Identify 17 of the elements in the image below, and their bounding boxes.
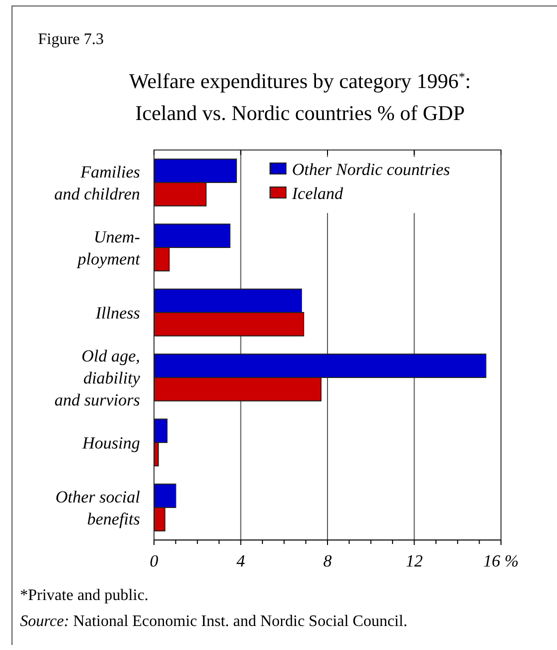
text: *Private and public. bbox=[20, 587, 148, 604]
x-tick-label: 12 bbox=[406, 552, 424, 571]
x-tick-label: 8 bbox=[323, 552, 332, 571]
source-note: Source: National Economic Inst. and Nordic Social Council. bbox=[20, 613, 408, 630]
y-tick-label: Families and children bbox=[54, 162, 140, 204]
x-tick-label: 4 bbox=[236, 552, 246, 571]
y-tick-label: Old age, diability and surviors bbox=[54, 346, 140, 410]
y-tick-label: Illness bbox=[94, 304, 140, 322]
y-tick-label: Other social benefits bbox=[55, 488, 140, 528]
y-tick-label: Unem- ployment bbox=[76, 228, 142, 268]
x-tick-label: 16 % bbox=[483, 552, 519, 571]
chart-title: Welfare expenditures by category 1996$^{*}$: Iceland vs. Nordic countries % of GDP bbox=[129, 69, 471, 125]
legend-label: Iceland bbox=[291, 184, 344, 203]
legend-label: Other Nordic countries bbox=[292, 160, 450, 179]
x-tick-label: 0 bbox=[150, 552, 159, 571]
caption: Figure 7.3 bbox=[38, 31, 104, 48]
y-tick-label: Housing bbox=[81, 434, 140, 452]
